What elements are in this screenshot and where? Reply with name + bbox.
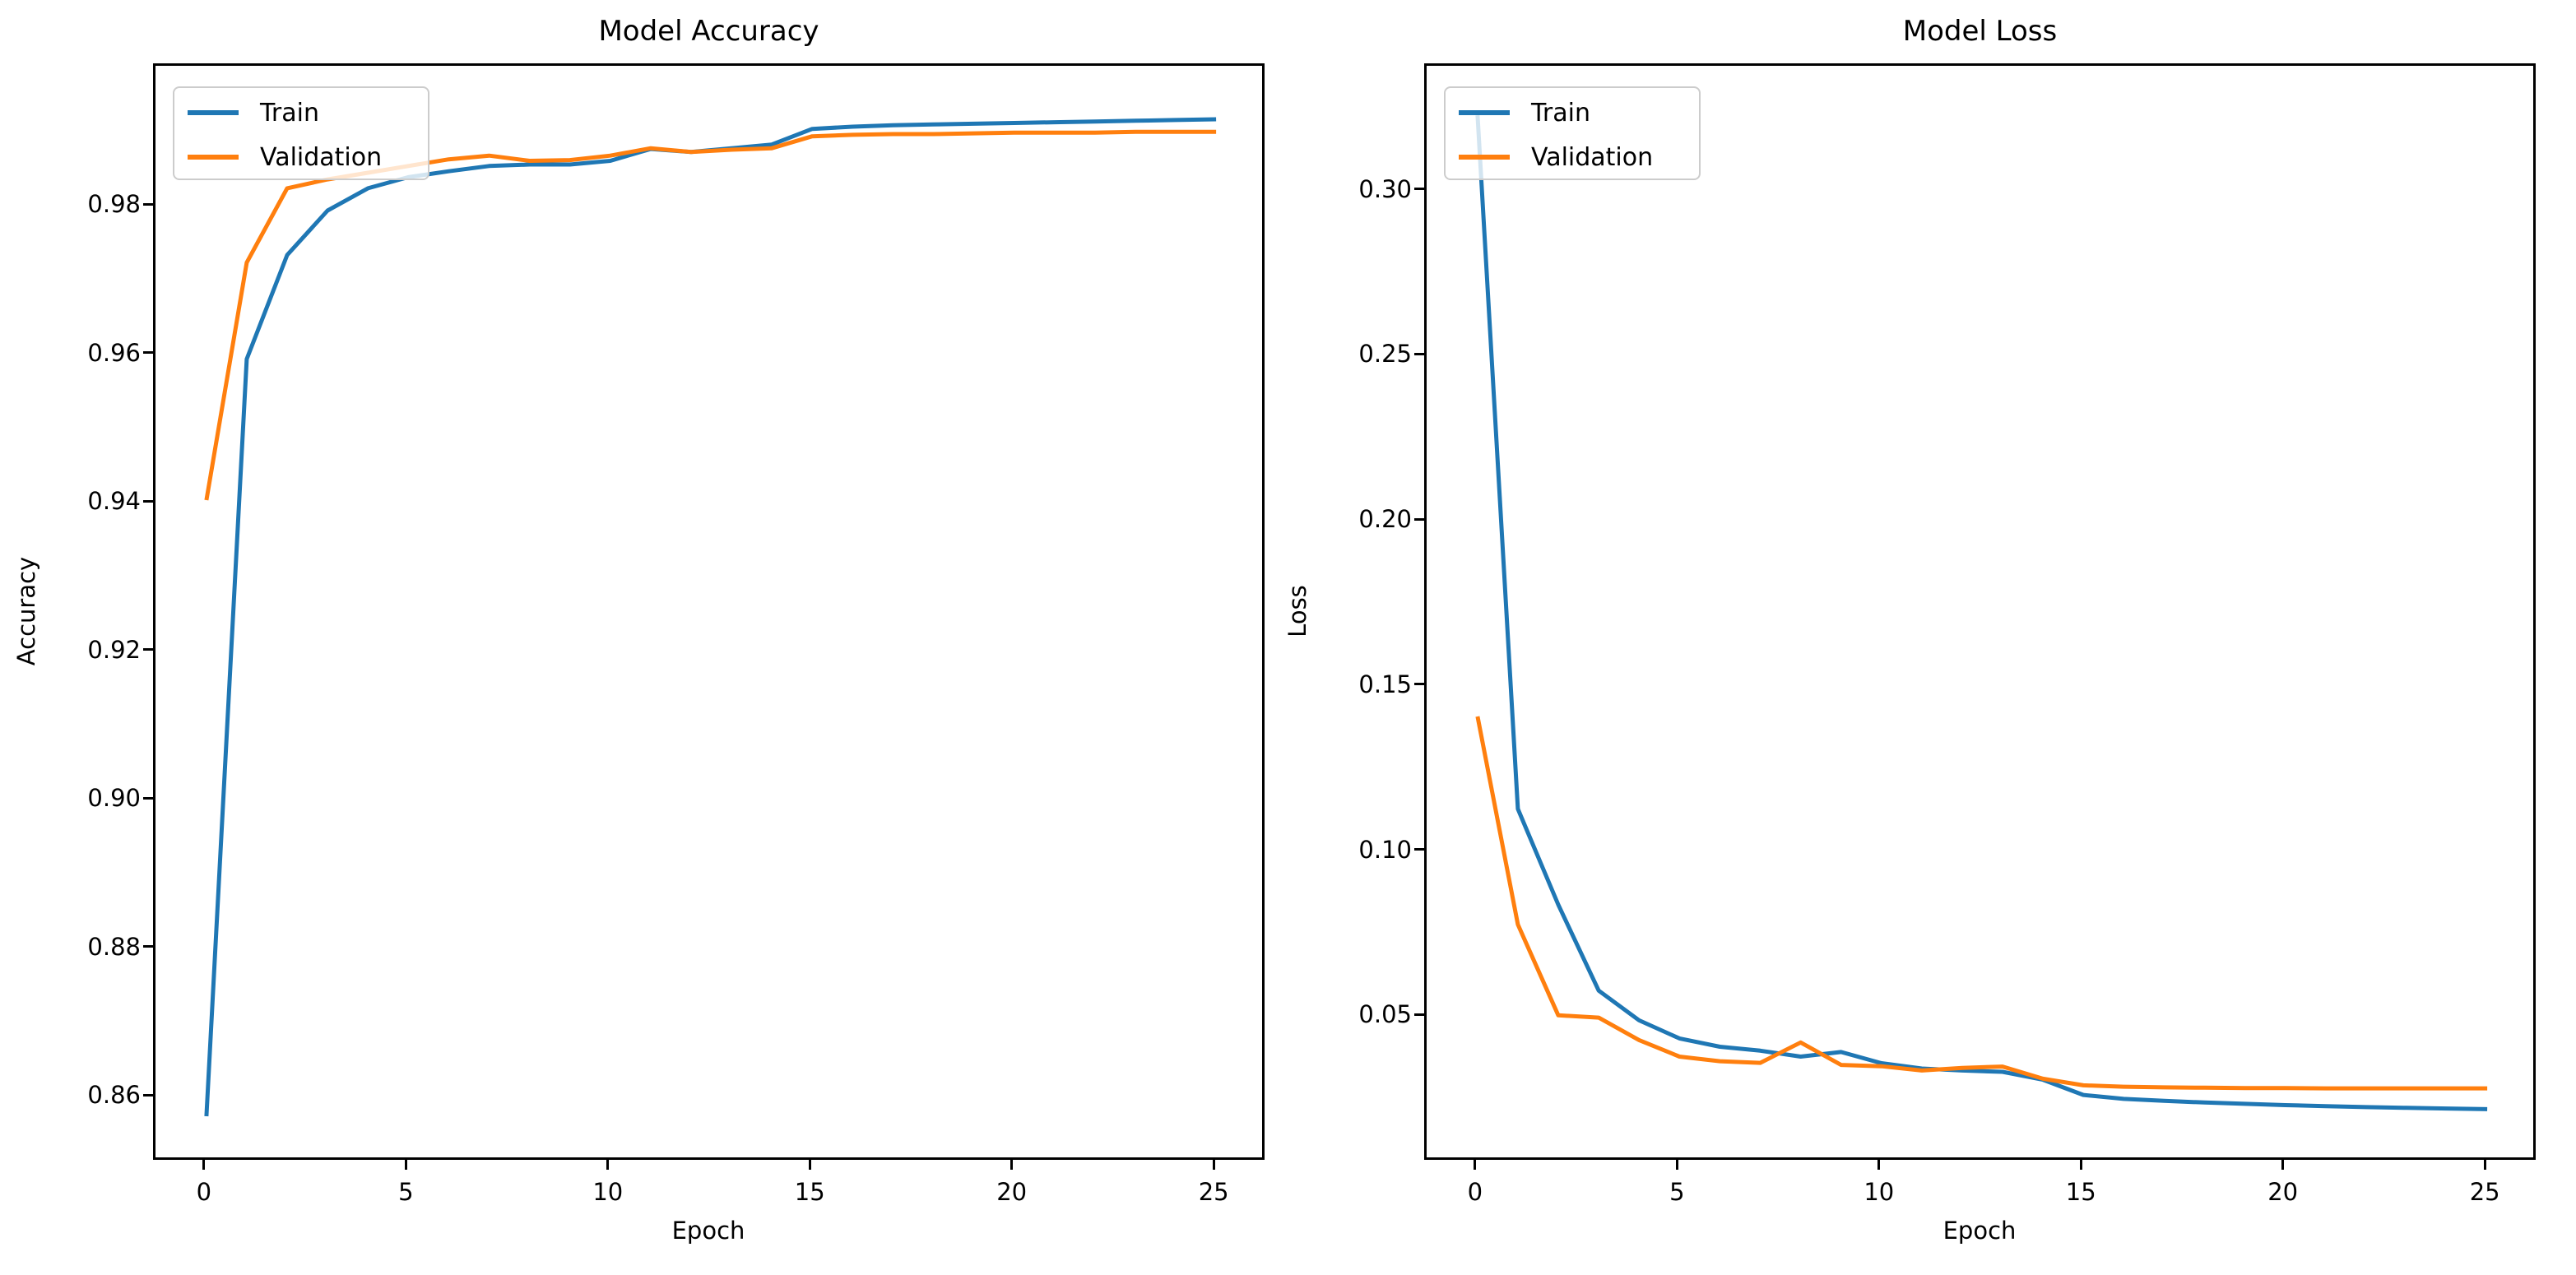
loss-y-axis-label: Loss <box>1283 585 1311 638</box>
y-tick-label: 0.30 <box>1358 174 1412 203</box>
legend-label-validation: Validation <box>260 142 383 172</box>
legend-entry-validation: Validation <box>174 141 428 174</box>
legend-label-train: Train <box>260 98 319 128</box>
loss-plot-area: Train Validation <box>1424 63 2536 1160</box>
validation-series-line <box>204 129 1217 501</box>
y-tick-mark <box>1414 352 1424 355</box>
y-tick-label: 0.98 <box>87 190 141 219</box>
accuracy-plot-area: Train Validation <box>153 63 1265 1160</box>
x-tick-label: 15 <box>794 1178 825 1206</box>
y-tick-mark <box>1414 188 1424 191</box>
y-tick-mark <box>143 1093 153 1096</box>
y-tick-mark <box>143 499 153 503</box>
x-tick-label: 20 <box>996 1178 1028 1206</box>
x-tick-mark <box>808 1160 811 1170</box>
legend-label-validation: Validation <box>1531 142 1654 172</box>
x-tick-mark <box>1675 1160 1678 1170</box>
y-tick-mark <box>143 796 153 800</box>
y-tick-mark <box>1414 1013 1424 1016</box>
x-tick-mark <box>1010 1160 1014 1170</box>
legend-entry-train: Train <box>1446 96 1699 129</box>
accuracy-series-lines <box>204 117 1217 1117</box>
legend-entry-train: Train <box>174 96 428 129</box>
y-tick-label: 0.10 <box>1358 835 1412 864</box>
x-tick-mark <box>1877 1160 1881 1170</box>
y-tick-mark <box>143 648 153 651</box>
x-tick-mark <box>2483 1160 2486 1170</box>
y-tick-label: 0.96 <box>87 338 141 367</box>
x-tick-label: 25 <box>2469 1178 2500 1206</box>
x-tick-mark <box>2079 1160 2082 1170</box>
y-tick-label: 0.94 <box>87 487 141 516</box>
accuracy-legend: Train Validation <box>173 86 429 180</box>
y-tick-mark <box>143 202 153 206</box>
y-tick-mark <box>143 945 153 948</box>
y-tick-mark <box>143 351 153 355</box>
train-line-swatch <box>1459 110 1510 115</box>
train-series-line <box>204 117 1217 1117</box>
y-tick-mark <box>1414 517 1424 521</box>
loss-legend: Train Validation <box>1444 86 1701 180</box>
y-tick-label: 0.86 <box>87 1081 141 1110</box>
train-line-swatch <box>188 110 239 115</box>
y-tick-label: 0.90 <box>87 784 141 813</box>
x-tick-label: 0 <box>1467 1178 1483 1206</box>
x-tick-mark <box>202 1160 206 1170</box>
x-tick-mark <box>2281 1160 2285 1170</box>
x-tick-label: 0 <box>196 1178 212 1206</box>
y-tick-mark <box>1414 848 1424 851</box>
x-tick-mark <box>404 1160 407 1170</box>
y-tick-label: 0.92 <box>87 635 141 664</box>
x-tick-label: 5 <box>398 1178 414 1206</box>
validation-line-swatch <box>188 155 239 160</box>
train-series-line <box>1475 115 2488 1111</box>
y-tick-label: 0.25 <box>1358 340 1412 369</box>
y-tick-mark <box>1414 683 1424 686</box>
x-tick-mark <box>1474 1160 1477 1170</box>
y-tick-label: 0.15 <box>1358 670 1412 698</box>
x-tick-label: 25 <box>1198 1178 1229 1206</box>
validation-series-line <box>1475 716 2488 1091</box>
x-tick-label: 5 <box>1669 1178 1685 1206</box>
validation-line-swatch <box>1459 155 1510 160</box>
loss-x-axis-label: Epoch <box>1942 1217 2017 1245</box>
y-tick-label: 0.05 <box>1358 1000 1412 1029</box>
loss-chart-title: Model Loss <box>1902 15 2058 48</box>
accuracy-x-axis-label: Epoch <box>671 1217 745 1245</box>
loss-series-lines <box>1475 115 2488 1111</box>
legend-entry-validation: Validation <box>1446 141 1699 174</box>
x-tick-label: 10 <box>592 1178 624 1206</box>
y-tick-label: 0.88 <box>87 932 141 961</box>
x-tick-label: 10 <box>1864 1178 1895 1206</box>
x-tick-mark <box>606 1160 610 1170</box>
legend-label-train: Train <box>1531 98 1590 128</box>
accuracy-chart-title: Model Accuracy <box>598 15 819 48</box>
x-tick-mark <box>1212 1160 1215 1170</box>
x-tick-label: 15 <box>2065 1178 2096 1206</box>
x-tick-label: 20 <box>2267 1178 2299 1206</box>
y-tick-label: 0.20 <box>1358 505 1412 534</box>
